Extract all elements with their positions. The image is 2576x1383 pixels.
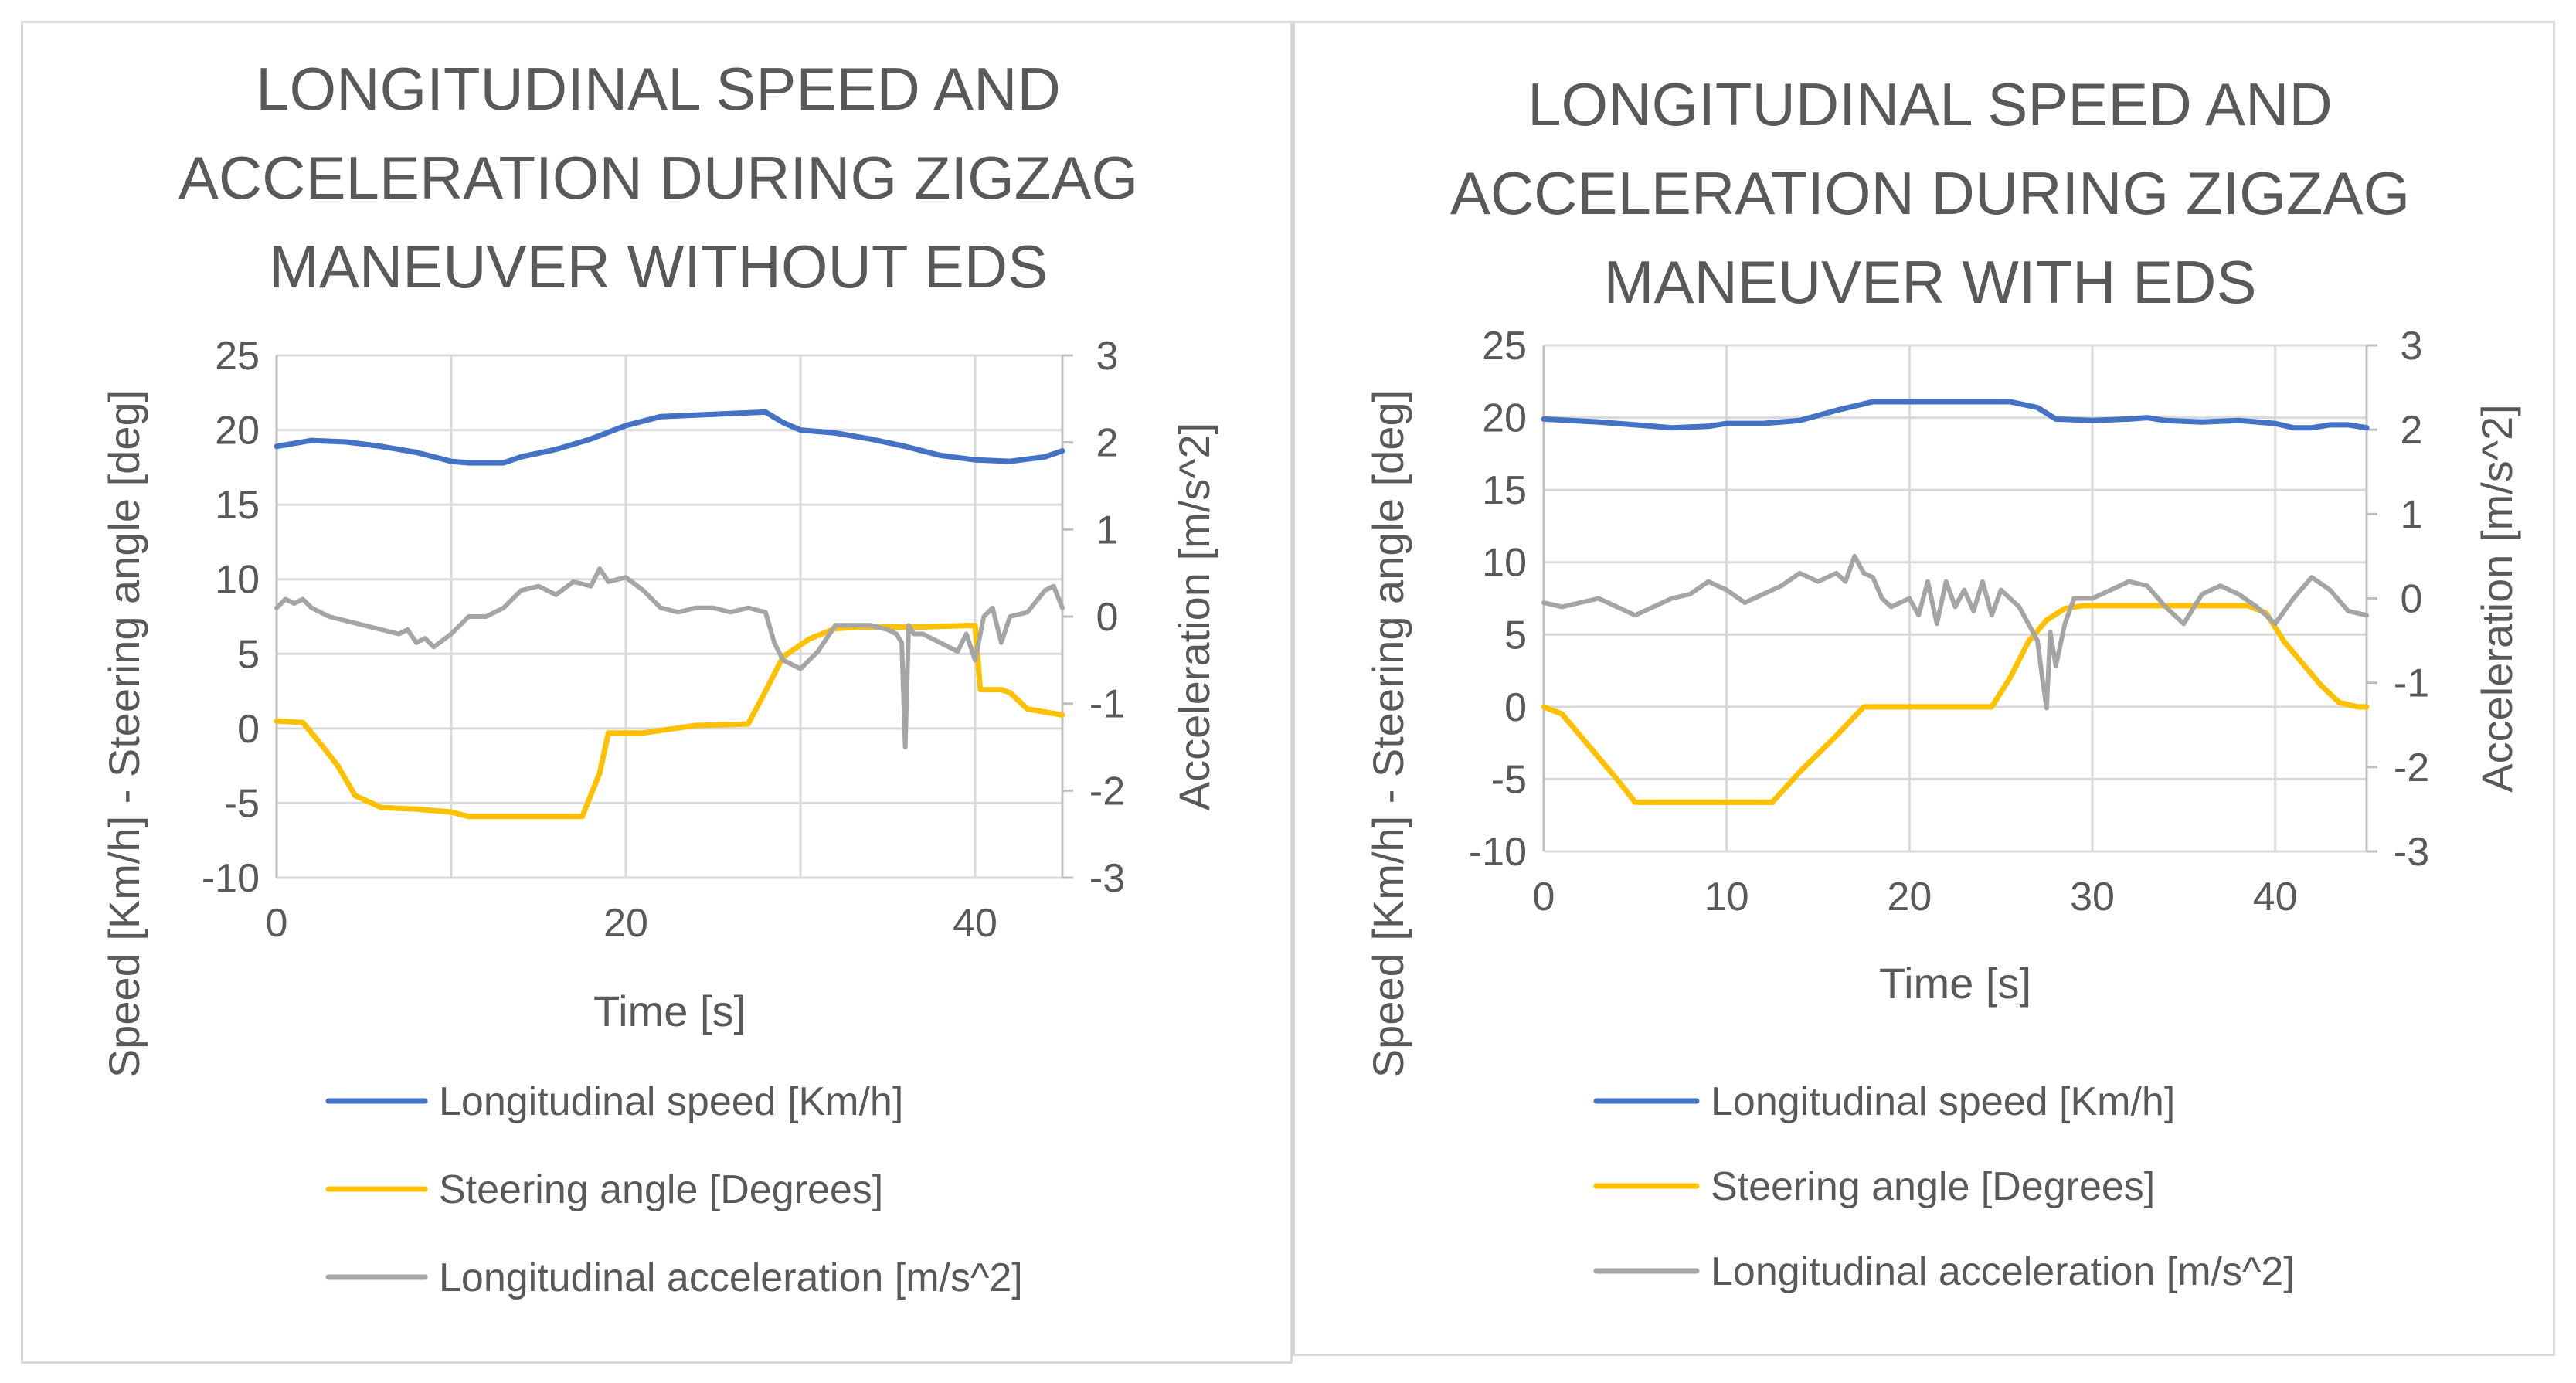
x-axis-title: Time [s] [1879, 959, 2031, 1008]
chart-title-line: LONGITUDINAL SPEED AND [1528, 70, 2333, 138]
y2-tick-label: 1 [1096, 508, 1119, 552]
legend-label: Longitudinal speed [Km/h] [1711, 1079, 2175, 1124]
y2-tick-label: 0 [1096, 595, 1119, 640]
legend-label: Longitudinal speed [Km/h] [439, 1079, 903, 1124]
y-tick-label: -5 [1491, 757, 1527, 802]
x-tick-label: 0 [266, 901, 288, 946]
series-line-acceleration [1541, 553, 2369, 711]
chart-title-line: LONGITUDINAL SPEED AND [256, 55, 1061, 123]
chart-title-line: MANEUVER WITH EDS [1603, 248, 2256, 316]
y-tick-label: 20 [1482, 396, 1527, 441]
y-tick-label: -10 [1469, 830, 1527, 875]
chart-panel-without-eds: LONGITUDINAL SPEED AND ACCELERATION DURIN… [21, 21, 1293, 1364]
y-tick-label: 15 [215, 483, 260, 528]
y-tick-label: 25 [215, 334, 260, 379]
chart-without-eds: LONGITUDINAL SPEED AND ACCELERATION DURIN… [100, 55, 1218, 1300]
series-line-steering [274, 623, 1065, 820]
series-line-speed [1541, 399, 2370, 431]
y-tick-label: 0 [237, 707, 260, 752]
y-axis-title: Speed [Km/h] - Steering angle [deg] [1364, 390, 1412, 1078]
series-line-acceleration [274, 566, 1065, 749]
y-tick-label: 10 [1482, 541, 1527, 586]
legend-label: Longitudinal acceleration [m/s^2] [1711, 1249, 2295, 1294]
y-tick-label: 20 [215, 409, 260, 454]
chart-title-line: MANEUVER WITHOUT EDS [269, 233, 1048, 301]
y2-tick-label: -1 [2394, 661, 2429, 706]
chart-title-line: ACCELERATION DURING ZIGZAG [178, 144, 1138, 212]
y-tick-label: 15 [1482, 468, 1527, 513]
chart-panel-with-eds: LONGITUDINAL SPEED AND ACCELERATION DURIN… [1293, 21, 2555, 1356]
y2-tick-label: 2 [1096, 421, 1119, 466]
x-tick-label: 30 [2070, 875, 2115, 919]
x-tick-label: 40 [2253, 875, 2298, 919]
y2-tick-label: -1 [1089, 682, 1125, 727]
x-tick-label: 10 [1704, 875, 1749, 919]
y-tick-label: 10 [215, 558, 260, 603]
y-tick-label: -10 [202, 856, 260, 901]
y2-tick-label: -3 [2394, 830, 2429, 875]
series-line-speed [274, 409, 1065, 466]
y-tick-label: 25 [1482, 324, 1527, 369]
y2-tick-label: 3 [2401, 324, 2423, 369]
y2-tick-label: -2 [2394, 746, 2429, 790]
y-tick-label: 5 [1504, 613, 1527, 658]
legend-label: Steering angle [Degrees] [1711, 1164, 2155, 1209]
y2-tick-label: 1 [2401, 492, 2423, 537]
y-tick-label: 0 [1504, 685, 1527, 730]
y2-tick-label: 0 [2401, 577, 2423, 622]
legend-label: Steering angle [Degrees] [439, 1167, 883, 1212]
series-line-steering [1541, 603, 2370, 805]
y-tick-label: 5 [237, 632, 260, 677]
y2-tick-label: 3 [1096, 334, 1119, 379]
y2-tick-label: -2 [1089, 769, 1125, 814]
y2-axis-title: Acceleration [m/s^2] [2472, 404, 2521, 792]
chart-with-eds: LONGITUDINAL SPEED AND ACCELERATION DURIN… [1364, 70, 2521, 1294]
x-tick-label: 20 [1887, 875, 1932, 919]
y-axis-title: Speed [Km/h] - Steering angle [deg] [100, 390, 148, 1078]
x-tick-label: 20 [603, 901, 648, 946]
y-tick-label: -5 [224, 781, 260, 826]
chart-title-line: ACCELERATION DURING ZIGZAG [1450, 159, 2410, 227]
y2-tick-label: 2 [2401, 408, 2423, 453]
y2-axis-title: Acceleration [m/s^2] [1170, 423, 1218, 810]
x-tick-label: 40 [953, 901, 997, 946]
legend-label: Longitudinal acceleration [m/s^2] [439, 1256, 1023, 1300]
y2-tick-label: -3 [1089, 856, 1125, 901]
x-tick-label: 0 [1533, 875, 1555, 919]
x-axis-title: Time [s] [593, 987, 746, 1035]
